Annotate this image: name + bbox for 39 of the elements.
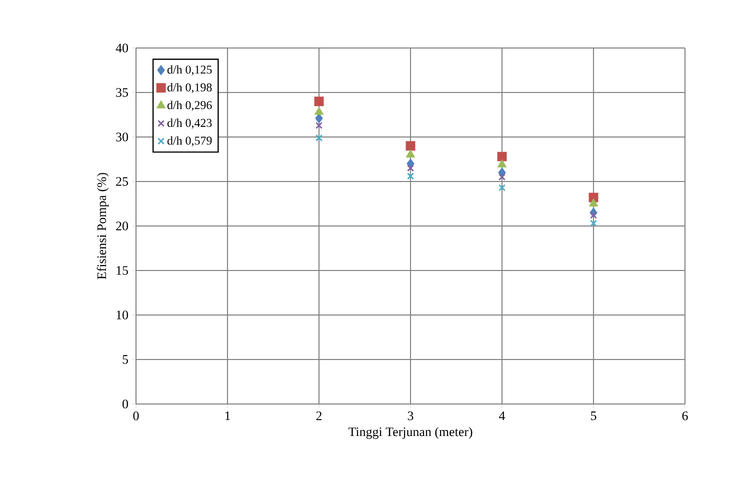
- y-tick-label: 25: [116, 177, 128, 186]
- legend-label: d/h 0,125: [167, 65, 212, 76]
- x-tick-label: 1: [225, 411, 230, 420]
- point: [406, 164, 414, 172]
- y-tick-label: 35: [116, 88, 128, 97]
- point: [497, 152, 507, 162]
- point: [406, 172, 414, 180]
- y-tick-label: 30: [116, 132, 128, 142]
- x-tick-label: 6: [682, 411, 688, 420]
- point: [590, 212, 598, 219]
- point: [498, 184, 506, 192]
- point: [406, 150, 415, 158]
- point: [315, 122, 323, 129]
- y-tick-label: 40: [116, 44, 128, 52]
- y-axis-title: Efisiensi Pompa (%): [96, 172, 109, 280]
- y-tick-label: 20: [116, 222, 128, 230]
- point: [406, 141, 416, 151]
- point: [315, 134, 323, 142]
- x-tick-label: 5: [591, 411, 596, 420]
- point: [314, 96, 324, 106]
- point: [498, 173, 506, 181]
- point: [498, 160, 506, 168]
- x-axis-title: Tinggi Terjunan (meter): [348, 427, 472, 439]
- point: [589, 199, 598, 206]
- x-tick-label: 2: [316, 411, 322, 420]
- point: [315, 114, 323, 124]
- y-tick-label: 15: [116, 266, 128, 275]
- y-tick-label: 5: [122, 355, 128, 364]
- x-tick-label: 0: [133, 411, 139, 420]
- y-tick-label: 0: [122, 400, 128, 408]
- legend-label: d/h 0,579: [167, 136, 212, 146]
- point: [590, 220, 598, 227]
- x-tick-label: 3: [408, 411, 414, 420]
- legend-label: d/h 0,296: [167, 100, 212, 111]
- y-tick-label: 10: [116, 310, 128, 320]
- x-tick-label: 4: [499, 411, 506, 420]
- legend-label: d/h 0,423: [167, 118, 212, 129]
- point: [314, 107, 324, 115]
- legend-label: d/h 0,198: [167, 83, 212, 94]
